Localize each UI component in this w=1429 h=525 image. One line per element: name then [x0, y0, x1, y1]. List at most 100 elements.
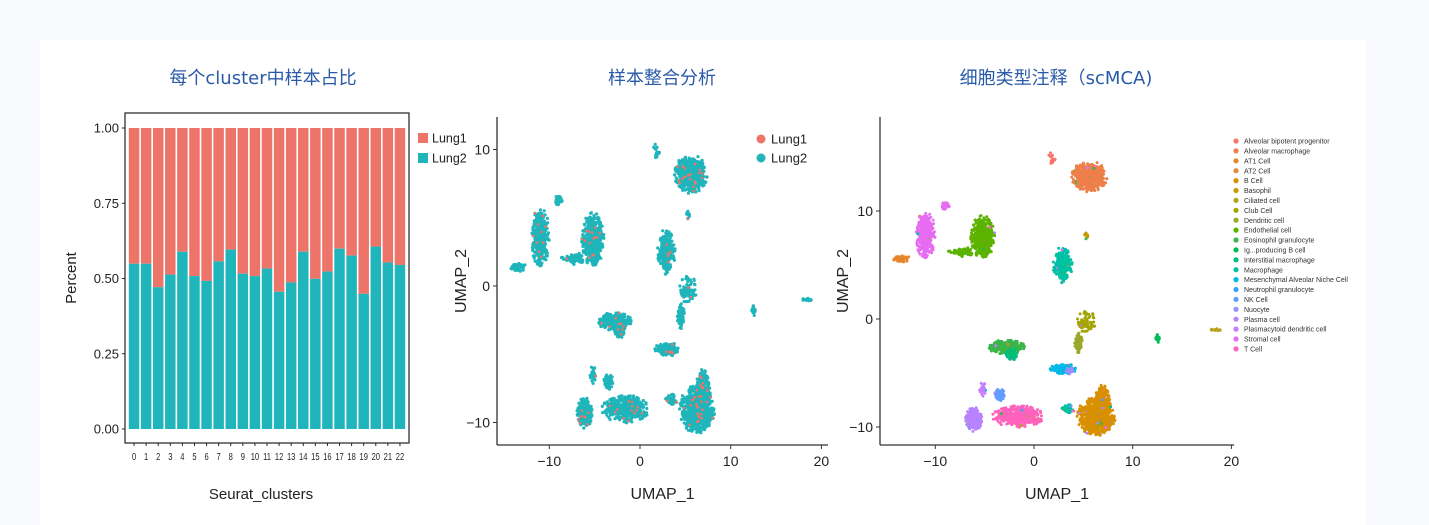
- legend-item: AT2 Cell: [1233, 168, 1271, 175]
- legend-dot: [1233, 336, 1239, 342]
- x-axis-title: UMAP_1: [1025, 486, 1089, 503]
- legend-label: Stromal cell: [1244, 337, 1281, 344]
- x-tick-label: 1: [144, 451, 148, 462]
- legend-label: T Cell: [1244, 347, 1263, 354]
- legend-dot: [1233, 168, 1239, 174]
- bar-cluster-13: [285, 128, 297, 429]
- legend-label: Endothelial cell: [1244, 228, 1292, 235]
- legend-label: Lung2: [771, 151, 807, 166]
- legend-dot: [1233, 138, 1239, 144]
- legend-item: Dendritic cell: [1233, 217, 1285, 225]
- bar-segment-lung2: [249, 276, 261, 429]
- legend-dot: [756, 153, 766, 163]
- legend-dot: [1233, 286, 1239, 293]
- y-tick-label: 0.25: [94, 346, 119, 361]
- bar-cluster-0: [128, 128, 140, 429]
- x-tick-label: 9: [241, 451, 245, 462]
- legend-label: Alveolar bipotent progenitor: [1244, 139, 1330, 146]
- legend-label: NK Cell: [1244, 297, 1268, 304]
- legend-item: Mesenchymal Alveolar Niche Cell: [1233, 277, 1348, 284]
- bar-segment-lung1: [165, 128, 176, 275]
- bar-segment-lung1: [370, 128, 382, 247]
- y-tick-label: −10: [849, 419, 873, 435]
- legend-dot: [1233, 158, 1239, 164]
- x-tick-label: −10: [923, 453, 947, 469]
- x-tick-label: 15: [311, 451, 319, 462]
- bar-chart-title: 每个cluster中样本占比: [169, 68, 357, 89]
- legend-item: Club Cell: [1233, 207, 1273, 215]
- bar-segment-lung1: [249, 128, 261, 277]
- x-tick-label: 3: [168, 451, 172, 462]
- bar-cluster-11: [261, 128, 273, 429]
- x-tick-label: 11: [263, 451, 271, 462]
- legend-item: Ig...producing B cell: [1233, 247, 1306, 255]
- bar-segment-lung1: [298, 128, 309, 252]
- y-tick-label: 0: [482, 278, 490, 294]
- bar-segment-lung2: [237, 273, 249, 429]
- bar-cluster-16: [322, 128, 333, 429]
- x-tick-label: −10: [537, 453, 561, 469]
- bar-segment-lung1: [382, 128, 394, 263]
- bar-segment-lung1: [225, 128, 236, 250]
- legend-item-lung2: Lung2: [756, 151, 807, 166]
- figure-card: [40, 40, 1366, 525]
- x-tick-label: 8: [229, 451, 233, 462]
- legend-dot: [1233, 148, 1239, 154]
- legend-label: Lung1: [432, 132, 467, 146]
- x-tick-label: 13: [287, 451, 295, 462]
- legend-dot: [1233, 227, 1239, 233]
- y-axis-title: UMAP_2: [835, 249, 852, 313]
- legend-item: Stromal cell: [1233, 336, 1281, 344]
- bar-segment-lung1: [310, 128, 321, 279]
- legend-label: Lung2: [432, 152, 467, 166]
- bar-segment-lung2: [128, 263, 140, 429]
- x-axis-title: UMAP_1: [630, 486, 694, 503]
- legend-label: Plasmacytoid dendritic cell: [1244, 327, 1327, 334]
- bar-segment-lung2: [213, 261, 224, 429]
- legend-item: Neutrophil granulocyte: [1233, 286, 1314, 294]
- bar-cluster-19: [358, 128, 369, 429]
- x-axis-title: Seurat_clusters: [209, 486, 313, 503]
- legend-label: Interstitial macrophage: [1244, 257, 1315, 264]
- x-tick-label: 5: [192, 451, 196, 462]
- x-tick-label: 10: [1125, 453, 1141, 469]
- bar-cluster-7: [213, 128, 224, 429]
- legend-item: Alveolar bipotent progenitor: [1233, 138, 1330, 146]
- legend-item-lung1: Lung1: [418, 132, 467, 146]
- y-tick-label: 0.00: [94, 422, 119, 437]
- bar-segment-lung1: [394, 128, 406, 265]
- bar-segment-lung1: [213, 128, 224, 262]
- legend-item: Eosinophil granulocyte: [1233, 237, 1315, 245]
- x-tick-label: 6: [204, 451, 208, 462]
- legend-dot: [1233, 217, 1239, 223]
- bar-cluster-21: [382, 128, 394, 429]
- legend-item: B Cell: [1233, 178, 1263, 185]
- legend-dot: [1233, 187, 1239, 194]
- legend-dot: [1233, 237, 1239, 243]
- y-tick-label: 0.50: [94, 271, 119, 286]
- umap-sample-title: 样本整合分析: [608, 68, 716, 89]
- bar-segment-lung1: [285, 128, 297, 283]
- x-tick-label: 0: [1030, 453, 1038, 469]
- bar-segment-lung2: [177, 251, 188, 429]
- bar-segment-lung1: [261, 128, 273, 269]
- legend-label: Plasma cell: [1244, 317, 1280, 324]
- legend-dot: [1233, 296, 1239, 302]
- bar-segment-lung2: [394, 264, 406, 429]
- x-tick-label: 20: [814, 453, 830, 469]
- legend-label: Ig...producing B cell: [1244, 248, 1306, 255]
- bar-segment-lung2: [189, 276, 200, 429]
- legend-item: Nuocyte: [1233, 306, 1270, 314]
- bar-segment-lung2: [285, 282, 297, 429]
- bar-cluster-4: [177, 128, 188, 429]
- bar-segment-lung1: [128, 128, 140, 264]
- y-tick-label: 0.75: [94, 196, 119, 211]
- bar-segment-lung1: [152, 128, 164, 288]
- bar-cluster-10: [249, 128, 261, 429]
- y-tick-label: 0: [865, 311, 873, 327]
- legend-item: Plasmacytoid dendritic cell: [1233, 326, 1327, 334]
- bar-cluster-17: [334, 128, 345, 429]
- legend-dot: [1233, 207, 1239, 213]
- bar-segment-lung1: [346, 128, 357, 256]
- bar-segment-lung2: [140, 263, 152, 429]
